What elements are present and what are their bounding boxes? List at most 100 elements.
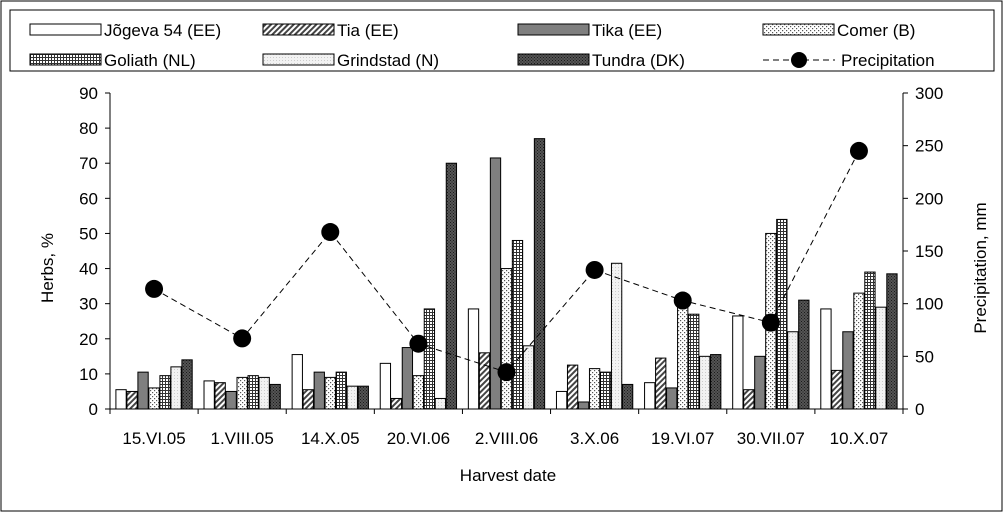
x-axis-label: Harvest date	[460, 466, 556, 485]
bar	[478, 352, 491, 410]
bar	[864, 271, 876, 410]
bar	[357, 385, 369, 410]
bar	[555, 390, 568, 410]
legend-swatch	[262, 53, 335, 66]
bar	[247, 375, 259, 410]
bar	[566, 364, 579, 410]
bar	[434, 397, 447, 410]
y-tick-label: 20	[79, 330, 98, 349]
y-axis-label-left: Herbs, %	[38, 233, 57, 303]
bar	[148, 387, 160, 410]
legend-label: Jõgeva 54 (EE)	[104, 21, 221, 40]
y-tick-label: 70	[79, 154, 98, 173]
x-tick-label: 30.VII.07	[737, 429, 805, 448]
legend-label: Tundra (DK)	[592, 51, 685, 70]
bar	[666, 387, 678, 410]
bar	[677, 306, 689, 410]
y-axis-label-right: Precipitation, mm	[971, 202, 990, 333]
bar	[798, 299, 810, 410]
y-axis-right: 0 50 100 150 200 250 300	[902, 84, 943, 419]
precipitation-marker	[761, 313, 780, 332]
y-tick-label: 40	[79, 260, 98, 279]
legend-swatch	[29, 53, 102, 66]
y-tick-label: 0	[89, 400, 98, 419]
bars	[115, 138, 898, 410]
legend-swatch	[262, 23, 335, 36]
precipitation-marker	[673, 291, 692, 310]
precipitation-marker	[409, 334, 428, 353]
bar	[577, 401, 590, 410]
y2-tick-label: 250	[915, 137, 943, 156]
bar	[236, 376, 248, 410]
bar	[379, 362, 392, 410]
bar	[743, 389, 755, 410]
precipitation-marker	[321, 223, 340, 242]
y2-tick-label: 200	[915, 189, 943, 208]
bar	[853, 292, 865, 410]
bar	[445, 162, 458, 410]
legend-label: Tika (EE)	[592, 21, 662, 40]
precipitation-marker	[145, 279, 164, 298]
x-tick-label: 10.X.07	[830, 429, 889, 448]
bar	[115, 389, 127, 410]
bar	[787, 331, 799, 410]
bar	[621, 383, 634, 410]
y-tick-label: 10	[79, 365, 98, 384]
bar	[831, 369, 843, 410]
bar	[710, 354, 722, 410]
legend-label: Precipitation	[841, 51, 935, 70]
y2-tick-label: 300	[915, 84, 943, 103]
x-tick-label: 1.VIII.05	[211, 429, 274, 448]
legend-label: Grindstad (N)	[337, 51, 439, 70]
legend-swatch	[517, 53, 590, 66]
bar	[258, 376, 270, 410]
bar	[390, 397, 403, 410]
y2-tick-label: 150	[915, 242, 943, 261]
bar	[401, 347, 414, 410]
bar	[732, 315, 744, 410]
y-tick-label: 50	[79, 224, 98, 243]
x-tick-label: 19.VI.07	[651, 429, 714, 448]
y-tick-label: 30	[79, 295, 98, 314]
bar	[269, 383, 281, 410]
bar	[688, 313, 700, 410]
bar	[302, 389, 314, 410]
bar	[511, 239, 524, 410]
y-tick-label: 80	[79, 119, 98, 138]
legend: Jõgeva 54 (EE) Tia (EE) Tika (EE) Comer (B)…	[9, 9, 995, 72]
legend-swatch	[29, 23, 102, 36]
x-tick-label: 15.VI.05	[122, 429, 185, 448]
bar	[170, 366, 182, 410]
y2-tick-label: 100	[915, 295, 943, 314]
legend-marker	[791, 52, 807, 68]
bar	[599, 371, 612, 410]
bar	[533, 138, 546, 410]
x-tick-label: 2.VIII.06	[475, 429, 538, 448]
bar	[489, 157, 502, 410]
bar	[203, 380, 215, 410]
bar	[126, 390, 138, 410]
y-tick-label: 60	[79, 189, 98, 208]
bar	[754, 355, 766, 410]
bar	[610, 262, 623, 410]
legend-label: Goliath (NL)	[104, 51, 196, 70]
bar	[588, 368, 601, 410]
bar	[291, 354, 303, 410]
precipitation-marker	[849, 141, 868, 160]
bar	[644, 382, 656, 410]
x-tick-label: 20.VI.06	[387, 429, 450, 448]
bar	[500, 268, 513, 410]
bar	[467, 308, 480, 410]
bar	[776, 218, 788, 410]
bar	[842, 331, 854, 410]
bar	[313, 371, 325, 410]
bar	[820, 308, 832, 410]
y2-tick-label: 0	[915, 400, 924, 419]
bar	[875, 306, 887, 410]
bar	[159, 375, 171, 410]
precipitation-marker	[585, 260, 604, 279]
bar	[522, 345, 535, 410]
y-axis-left: 0 10 20 30 40 50 60 70 80 90	[79, 84, 111, 419]
bar	[423, 308, 436, 410]
